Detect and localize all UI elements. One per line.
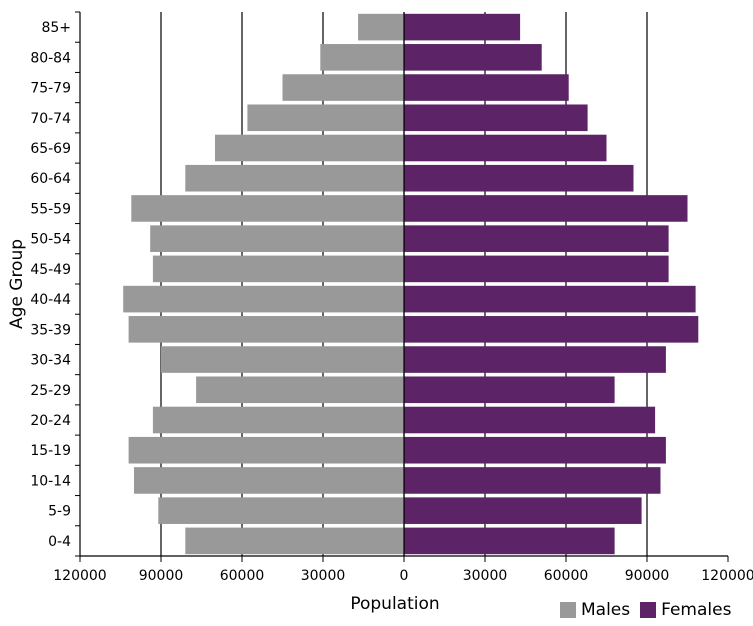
bar-males-80-84 <box>320 44 404 71</box>
legend: Males Females <box>560 600 731 620</box>
bar-females-0-4 <box>404 527 615 555</box>
x-tick-label-0: 120000 <box>53 568 106 584</box>
bar-females-60-64 <box>404 164 634 192</box>
bar-males-40-44 <box>123 285 404 313</box>
bar-females-65-69 <box>404 134 607 162</box>
bar-females-75-79 <box>404 74 569 101</box>
bar-females-40-44 <box>404 285 696 313</box>
y-tick-label-35-39: 35-39 <box>30 322 71 338</box>
legend-swatch-females <box>640 602 657 618</box>
bar-males-55-59 <box>131 195 405 222</box>
bar-females-20-24 <box>404 406 656 434</box>
legend-label-females: Females <box>661 600 732 620</box>
bar-females-35-39 <box>404 316 699 343</box>
bar-males-60-64 <box>185 164 404 192</box>
bar-females-55-59 <box>404 195 688 222</box>
x-tick-label-2: 60000 <box>220 568 265 584</box>
y-tick-label-80-84: 80-84 <box>30 50 71 66</box>
y-tick-label-65-69: 65-69 <box>30 141 71 157</box>
bar-males-85+ <box>358 13 404 41</box>
bar-males-0-4 <box>185 527 404 555</box>
bar-females-10-14 <box>404 467 661 494</box>
y-tick-label-45-49: 45-49 <box>30 262 71 278</box>
bar-males-25-29 <box>196 376 404 404</box>
bar-females-45-49 <box>404 255 669 283</box>
bar-females-50-54 <box>404 225 669 252</box>
bar-females-80-84 <box>404 44 542 71</box>
bar-males-10-14 <box>134 467 404 494</box>
bar-males-75-79 <box>282 74 404 101</box>
x-axis-label: Population <box>350 594 440 614</box>
bar-females-5-9 <box>404 497 642 524</box>
bar-females-70-74 <box>404 104 588 132</box>
y-axis-label: Age Group <box>7 239 27 329</box>
y-tick-label-60-64: 60-64 <box>30 171 71 187</box>
bar-males-65-69 <box>215 134 404 162</box>
y-tick-label-50-54: 50-54 <box>30 232 71 248</box>
bar-males-5-9 <box>158 497 404 524</box>
y-tick-label-15-19: 15-19 <box>30 443 71 459</box>
bar-females-15-19 <box>404 436 666 464</box>
y-tick-label-20-24: 20-24 <box>30 413 71 429</box>
x-tick-label-6: 60000 <box>544 568 589 584</box>
bar-females-30-34 <box>404 346 666 373</box>
bar-females-25-29 <box>404 376 615 404</box>
x-tick-label-1: 90000 <box>139 568 184 584</box>
bar-males-45-49 <box>152 255 404 283</box>
y-tick-label-0-4: 0-4 <box>48 534 71 550</box>
y-tick-label-75-79: 75-79 <box>30 81 71 97</box>
y-tick-label-85+: 85+ <box>41 20 71 36</box>
legend-label-males: Males <box>581 600 631 620</box>
x-tick-label-3: 30000 <box>301 568 346 584</box>
legend-item-females: Females <box>640 600 731 620</box>
y-tick-label-5-9: 5-9 <box>48 504 71 520</box>
y-tick-label-25-29: 25-29 <box>30 383 71 399</box>
y-tick-label-40-44: 40-44 <box>30 292 71 308</box>
bar-males-20-24 <box>152 406 404 434</box>
bar-males-50-54 <box>150 225 404 252</box>
x-tick-label-4: 0 <box>400 568 409 584</box>
bar-males-70-74 <box>247 104 404 132</box>
legend-item-males: Males <box>560 600 630 620</box>
y-tick-label-30-34: 30-34 <box>30 353 71 369</box>
y-tick-label-10-14: 10-14 <box>30 473 71 489</box>
bar-females-85+ <box>404 13 521 41</box>
legend-swatch-males <box>560 602 576 618</box>
bar-males-30-34 <box>161 346 404 373</box>
bar-males-35-39 <box>128 316 404 343</box>
x-tick-label-7: 90000 <box>625 568 670 584</box>
y-tick-label-70-74: 70-74 <box>30 111 71 127</box>
y-tick-label-55-59: 55-59 <box>30 201 71 217</box>
x-tick-label-8: 120000 <box>701 568 753 584</box>
x-tick-label-5: 30000 <box>463 568 508 584</box>
bar-males-15-19 <box>128 436 404 464</box>
